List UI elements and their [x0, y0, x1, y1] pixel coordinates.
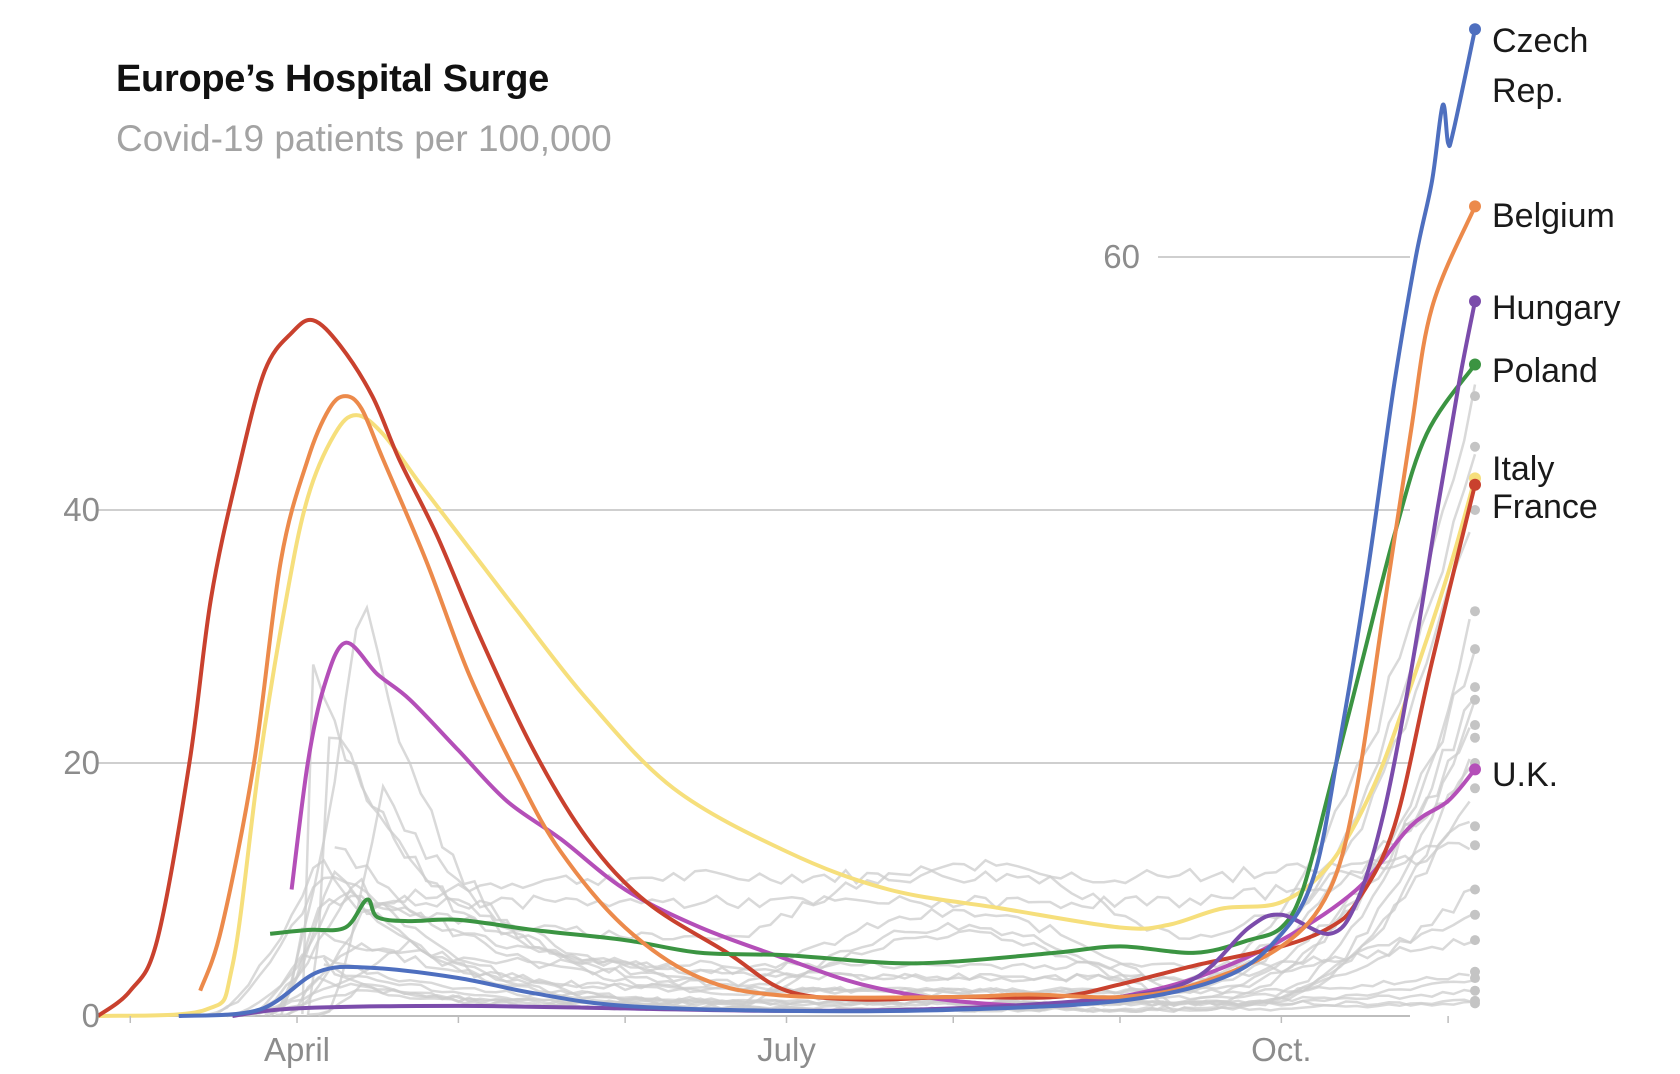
background-country-line — [275, 841, 1471, 1017]
y-tick-label: 0 — [82, 997, 100, 1034]
background-country-line — [334, 649, 1477, 1006]
background-country-end-dot — [1470, 998, 1480, 1009]
series-label-czech-rep: Rep. — [1492, 72, 1564, 110]
series-line-poland — [269, 363, 1477, 966]
series-line-hungary — [232, 300, 1477, 1018]
background-country-end-dot — [1470, 783, 1480, 794]
chart-title: Europe’s Hospital Surge — [116, 58, 549, 100]
series-line-france — [97, 413, 1477, 1018]
background-country-end-dot — [1470, 909, 1480, 920]
series-line-belgium — [198, 205, 1477, 1000]
x-tick-label: Oct. — [1251, 1031, 1312, 1068]
background-country-end-dot — [1470, 720, 1480, 731]
background-country-line — [226, 921, 1476, 1018]
y-tick-label: 60 — [1103, 238, 1140, 275]
background-country-end-dot — [1470, 840, 1480, 851]
series-end-dot-belgium — [1469, 200, 1481, 213]
background-country-line — [243, 941, 1470, 1017]
background-country-end-dot — [1470, 973, 1480, 984]
series-label-u-k: U.K. — [1492, 756, 1558, 794]
x-tick-label: April — [264, 1031, 330, 1068]
background-country-line — [318, 618, 1471, 1018]
series-label-hungary: Hungary — [1492, 289, 1621, 327]
background-country-end-dot — [1470, 505, 1480, 515]
background-country-line — [205, 876, 1476, 1018]
series-end-dot-u-k — [1469, 763, 1481, 776]
series-label-poland: Poland — [1492, 352, 1598, 390]
series-end-dot-italy — [1469, 478, 1481, 491]
y-tick-label: 20 — [63, 744, 100, 781]
background-country-line — [269, 699, 1477, 1017]
background-country-end-dot — [1470, 644, 1480, 655]
background-country-end-dot — [1470, 694, 1480, 705]
x-tick-label: July — [757, 1031, 816, 1068]
background-country-end-dot — [1470, 682, 1480, 693]
series-label-czech-rep: Czech — [1492, 22, 1588, 60]
series-line-u-k — [289, 640, 1477, 1008]
series-end-dot-hungary — [1469, 295, 1481, 308]
background-country-end-dot — [1470, 884, 1480, 895]
series-line-italy — [96, 317, 1477, 1018]
background-country-end-dot — [1470, 935, 1480, 946]
background-country-end-dot — [1470, 732, 1480, 743]
background-country-end-dot — [1470, 606, 1480, 617]
background-country-line — [264, 820, 1470, 1016]
background-country-end-dot — [1470, 985, 1480, 996]
chart-subtitle: Covid-19 patients per 100,000 — [116, 118, 612, 159]
series-end-dot-poland — [1469, 358, 1481, 371]
series-line-czech-rep — [178, 28, 1477, 1018]
series-label-belgium: Belgium — [1492, 197, 1615, 235]
background-country-end-dot — [1470, 391, 1480, 402]
y-tick-label: 40 — [63, 491, 100, 528]
background-country-end-dot — [1470, 441, 1480, 452]
series-label-france: France — [1492, 488, 1598, 526]
series-end-dot-czech-rep — [1469, 23, 1481, 36]
series-label-italy: Italy — [1492, 450, 1554, 488]
background-country-end-dot — [1470, 821, 1480, 832]
background-country-line — [205, 696, 1476, 1017]
